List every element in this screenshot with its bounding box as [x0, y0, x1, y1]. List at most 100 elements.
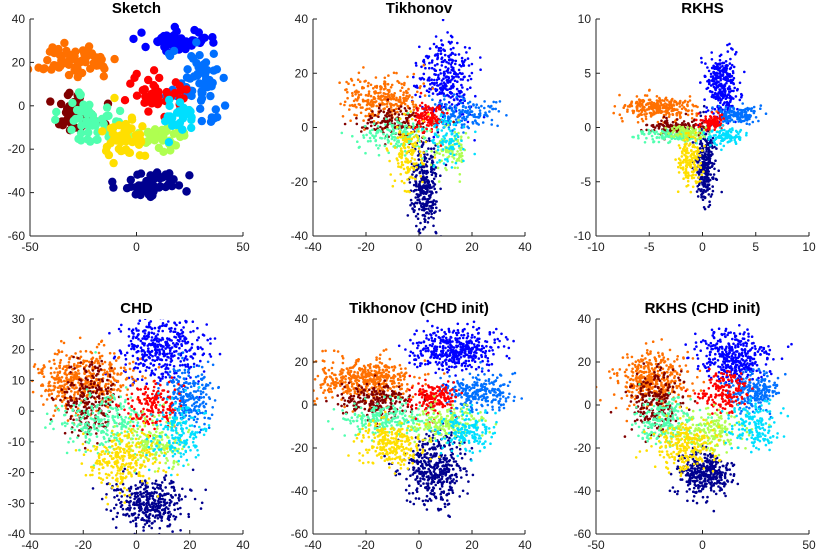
data-point	[201, 58, 211, 67]
data-point	[408, 125, 411, 129]
data-point	[99, 72, 109, 81]
data-point	[450, 132, 454, 136]
data-point	[418, 77, 422, 80]
data-point	[691, 141, 695, 144]
data-point	[427, 112, 430, 116]
data-point	[217, 386, 220, 390]
data-point	[436, 54, 440, 57]
data-point	[724, 89, 727, 93]
data-point	[424, 103, 427, 107]
data-point	[474, 130, 477, 134]
data-point	[678, 105, 682, 108]
data-point	[700, 173, 704, 177]
data-point	[696, 105, 699, 109]
data-point	[138, 122, 147, 131]
data-point	[459, 101, 463, 105]
data-point	[645, 112, 648, 115]
data-point	[152, 364, 155, 367]
data-point	[488, 110, 491, 113]
data-point	[618, 113, 622, 116]
data-point	[415, 64, 418, 67]
data-point	[454, 59, 458, 63]
data-point	[199, 411, 202, 415]
data-point	[395, 96, 398, 100]
data-point	[689, 190, 693, 194]
data-point	[402, 129, 406, 133]
data-point	[180, 328, 183, 332]
data-point	[433, 183, 437, 186]
data-point	[385, 102, 389, 106]
y-tick-label: 0	[584, 121, 591, 135]
data-point	[712, 80, 716, 83]
data-point	[452, 98, 456, 101]
data-point	[175, 323, 178, 327]
data-point	[621, 119, 624, 123]
data-point	[713, 87, 717, 90]
data-point	[414, 141, 417, 144]
data-point	[369, 124, 373, 128]
data-point	[674, 133, 678, 136]
data-point	[677, 157, 681, 160]
data-point	[370, 120, 374, 124]
data-point	[436, 145, 440, 148]
data-point	[718, 58, 722, 62]
data-point	[185, 171, 194, 180]
data-point	[711, 119, 714, 123]
data-point	[721, 86, 724, 90]
data-point	[444, 150, 448, 154]
data-point	[176, 397, 179, 401]
data-point	[435, 142, 439, 146]
data-point	[661, 99, 664, 102]
data-point	[705, 186, 708, 189]
data-point	[421, 143, 425, 146]
data-point	[433, 103, 437, 106]
data-point	[173, 350, 176, 354]
data-point	[166, 146, 175, 155]
data-point	[456, 135, 460, 138]
data-point	[411, 103, 415, 106]
data-point	[667, 132, 670, 135]
data-point	[348, 108, 351, 111]
data-point	[706, 109, 710, 112]
data-point	[388, 159, 391, 163]
data-point	[374, 76, 378, 79]
data-point	[209, 38, 218, 47]
data-point	[197, 89, 206, 99]
data-point	[372, 135, 376, 139]
data-point	[155, 73, 164, 83]
data-point	[376, 125, 380, 128]
data-point	[723, 101, 726, 104]
cluster-10	[161, 95, 196, 147]
data-point	[449, 129, 452, 133]
data-point	[178, 368, 181, 372]
data-point	[664, 126, 667, 130]
data-point	[209, 337, 212, 341]
data-point	[739, 108, 742, 112]
data-point	[387, 151, 391, 155]
data-point	[415, 107, 419, 110]
x-tick-label: 10	[802, 240, 816, 254]
data-point	[696, 185, 699, 188]
data-point	[710, 58, 714, 61]
data-point	[695, 152, 699, 156]
data-point	[143, 351, 147, 354]
data-point	[151, 358, 154, 362]
data-point	[171, 342, 175, 345]
data-point	[443, 98, 446, 101]
data-point	[442, 77, 445, 80]
data-point	[407, 137, 411, 141]
data-point	[438, 68, 442, 72]
data-point	[729, 78, 733, 82]
cluster-9	[674, 131, 706, 194]
data-point	[173, 330, 177, 334]
data-point	[695, 190, 699, 193]
data-point	[151, 354, 154, 358]
data-point	[196, 389, 200, 392]
data-point	[427, 55, 431, 58]
data-point	[692, 152, 695, 156]
data-point	[652, 140, 656, 143]
data-point	[692, 162, 696, 165]
data-point	[739, 114, 743, 117]
data-point	[635, 95, 639, 98]
data-point	[728, 42, 731, 46]
